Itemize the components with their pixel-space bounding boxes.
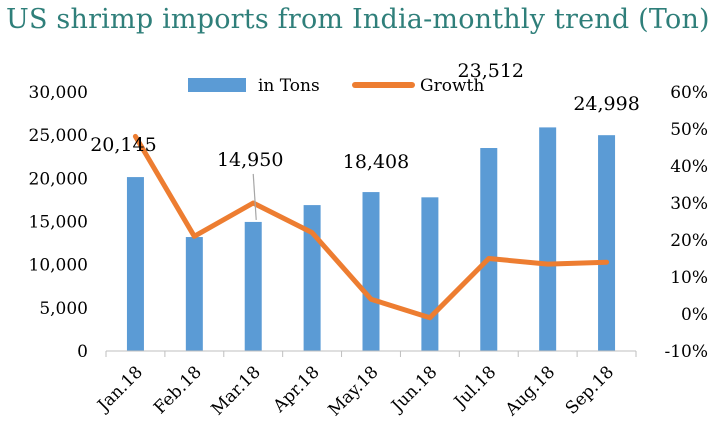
data-label: 20,145 <box>90 134 156 156</box>
y-left-tick-label: 30,000 <box>29 83 88 103</box>
y-right-tick-label: 60% <box>670 83 708 103</box>
data-labels: 20,145 14,950 18,408 23,512 24,998 <box>90 60 640 220</box>
y-left-tick-label: 0 <box>77 342 88 362</box>
legend-label: Growth <box>420 76 484 96</box>
x-tick-label: Mar.18 <box>208 362 265 419</box>
chart-title: US shrimp imports from India-monthly tre… <box>6 4 710 35</box>
x-tick-label: Feb.18 <box>150 362 206 418</box>
growth-line <box>132 133 610 321</box>
y-left-tick-label: 10,000 <box>29 256 88 276</box>
growth-series <box>132 133 610 321</box>
y-axis-right: -10% 0% 10% 20% 30% 40% 50% 60% <box>664 83 708 362</box>
data-label: 18,408 <box>343 151 409 173</box>
y-right-tick-label: -10% <box>664 342 708 362</box>
bar <box>480 148 498 351</box>
x-tick-label: Sep.18 <box>562 362 618 418</box>
y-right-tick-label: 50% <box>670 120 708 140</box>
bar <box>598 135 616 351</box>
bar-series <box>126 127 616 351</box>
x-tick-label: Jul.18 <box>449 362 500 413</box>
y-right-tick-label: 30% <box>670 194 708 214</box>
bar <box>185 237 203 351</box>
legend-label: in Tons <box>258 76 320 96</box>
y-left-tick-label: 20,000 <box>29 169 88 189</box>
y-left-tick-label: 5,000 <box>39 299 88 319</box>
bar <box>244 221 262 351</box>
y-right-tick-label: 10% <box>670 268 708 288</box>
x-tick-label: Jun.18 <box>386 362 441 417</box>
data-label: 24,998 <box>573 93 639 115</box>
x-axis <box>105 350 637 357</box>
y-left-tick-label: 25,000 <box>29 126 88 146</box>
bar <box>303 205 321 351</box>
data-label: 23,512 <box>458 60 524 82</box>
y-right-tick-label: 20% <box>670 231 708 251</box>
x-tick-label: Jan.18 <box>93 362 147 416</box>
y-right-tick-label: 40% <box>670 157 708 177</box>
x-tick-label: May.18 <box>325 362 383 420</box>
data-label-leader <box>252 173 257 220</box>
x-tick-label: Apr.18 <box>269 362 324 417</box>
bar <box>126 177 144 351</box>
y-right-tick-label: 0% <box>681 305 708 325</box>
bar <box>362 192 380 351</box>
x-tick-labels: Jan.18 Feb.18 Mar.18 Apr.18 May.18 Jun.18 Jul.… <box>93 362 619 420</box>
legend-swatch-bar <box>188 78 246 92</box>
legend: in Tons Growth <box>188 76 484 96</box>
y-left-tick-label: 15,000 <box>29 213 88 233</box>
y-axis-left: 0 5,000 10,000 15,000 20,000 25,000 30,000 <box>29 83 88 362</box>
x-tick-label: Aug.18 <box>501 362 559 420</box>
bar <box>539 127 557 351</box>
bar <box>421 197 439 351</box>
data-label: 14,950 <box>217 149 283 171</box>
